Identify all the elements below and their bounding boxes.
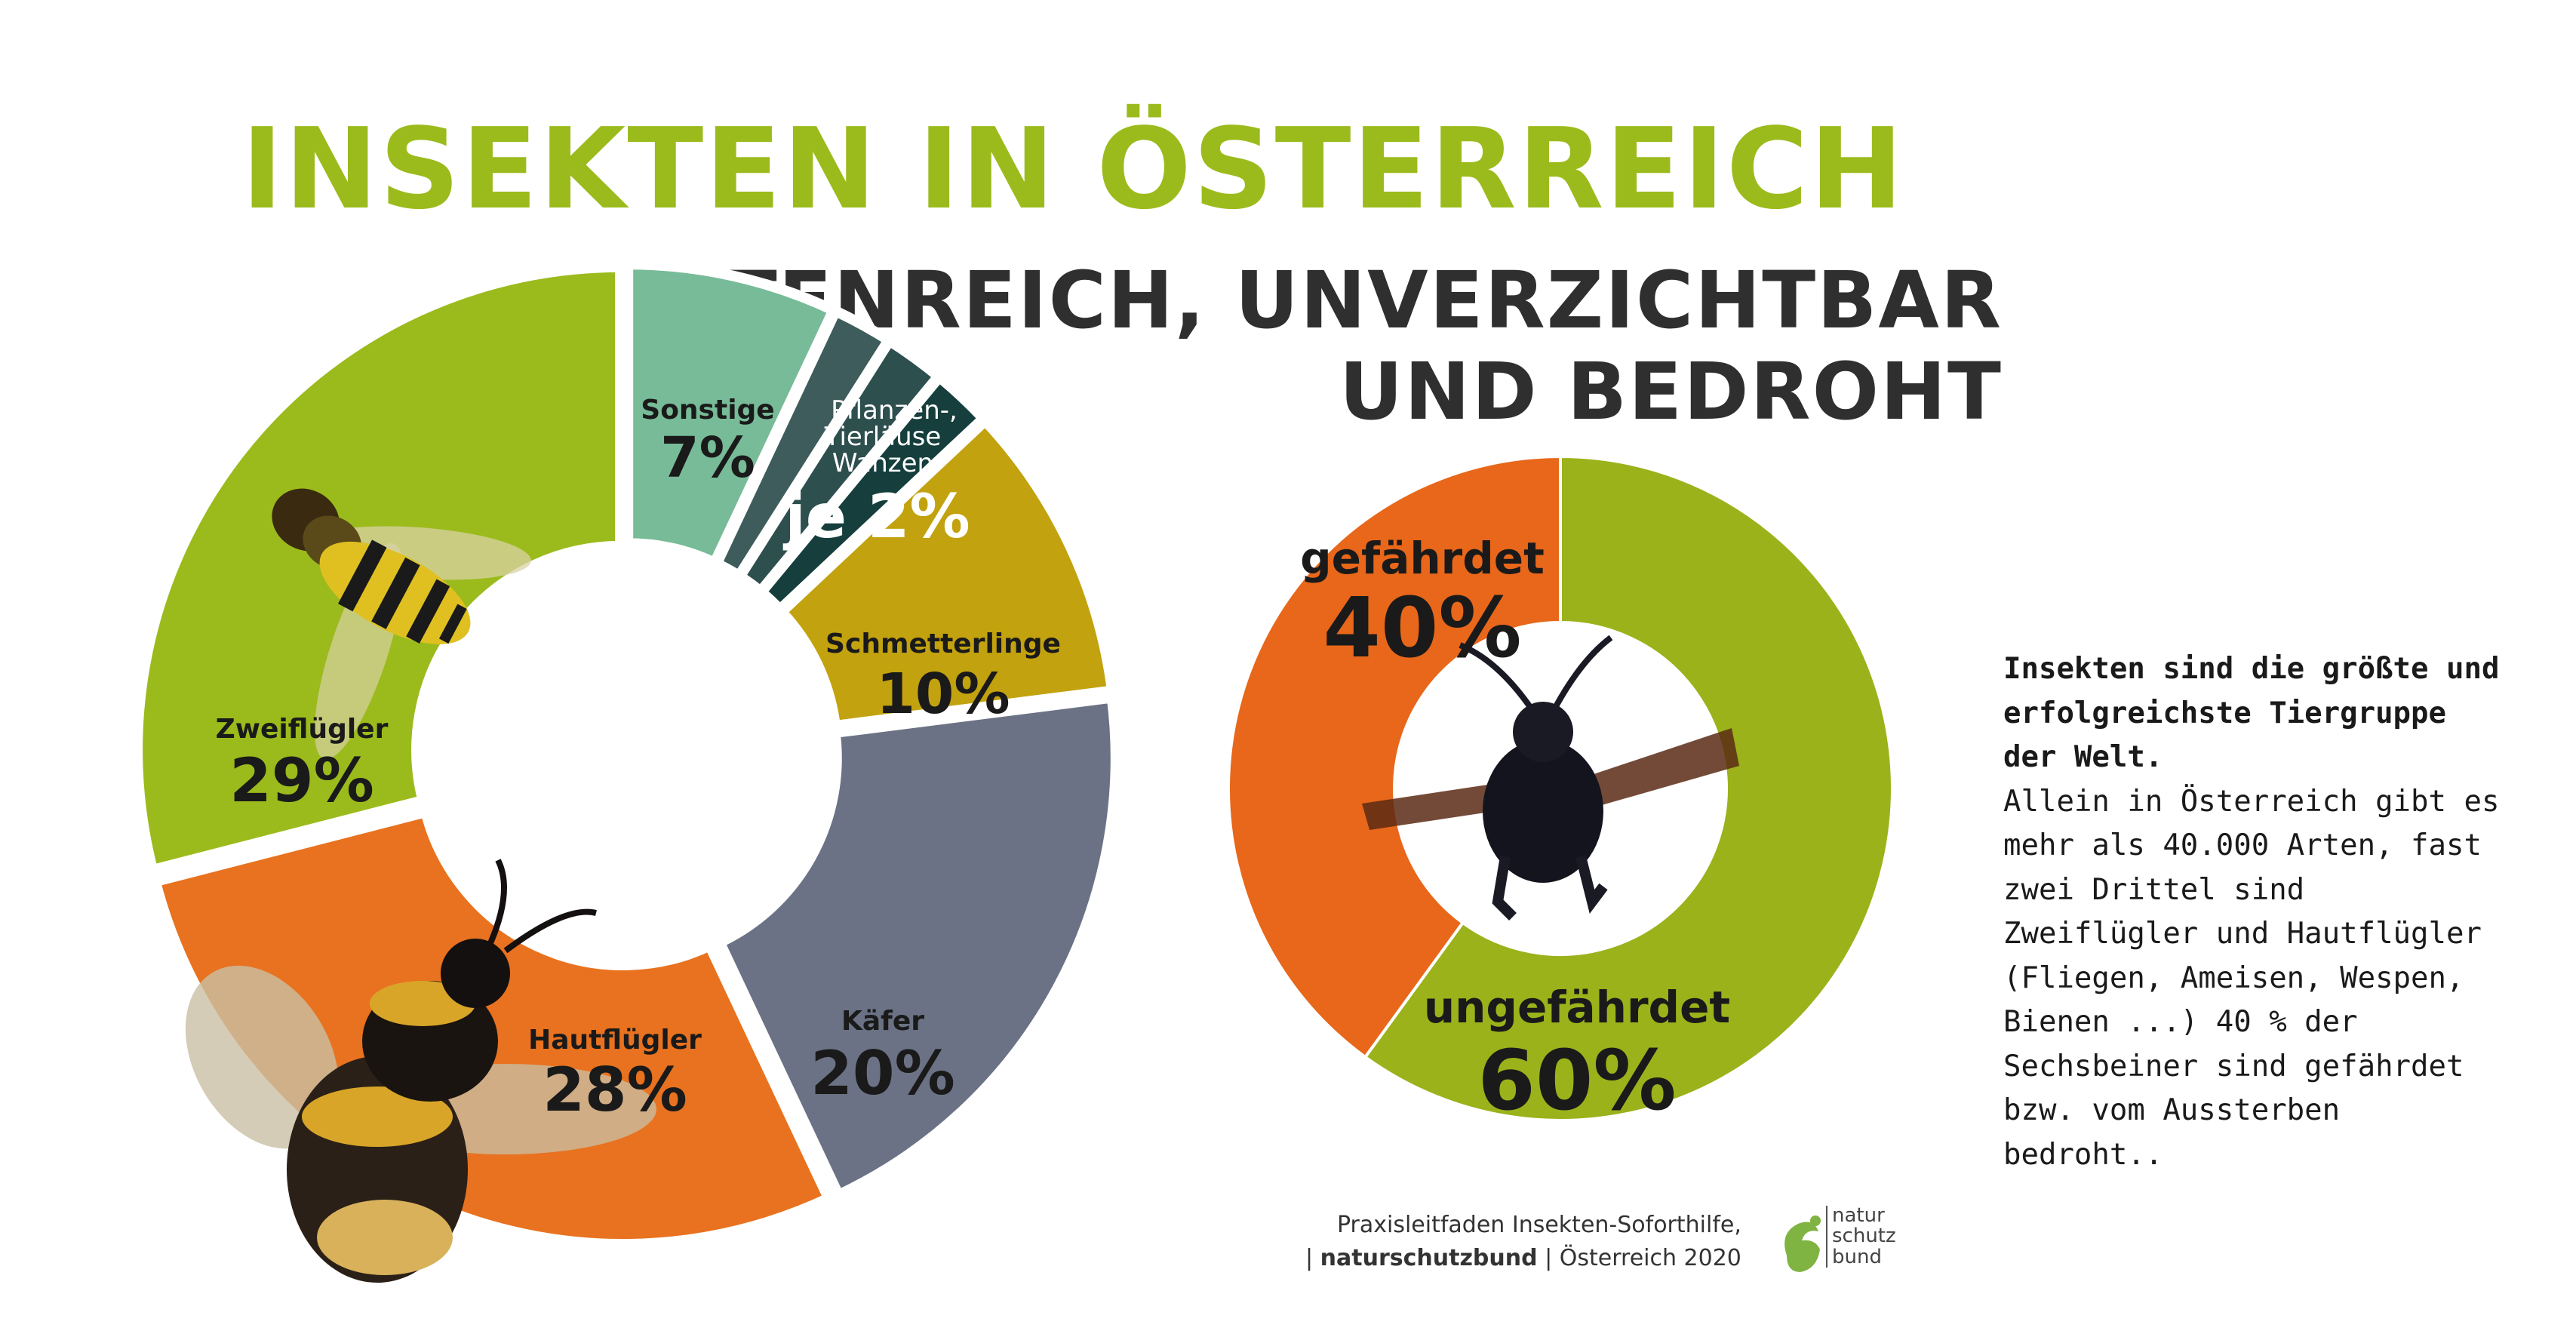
slice-käfer	[712, 691, 1121, 1203]
value-zweifluegler: 29%	[229, 745, 373, 816]
endangerment-donut	[1226, 454, 1894, 1122]
info-text: Insekten sind die größte und erfolgreich…	[2003, 647, 2516, 1177]
subtitle-line-2: UND BEDROHT	[1339, 345, 2003, 438]
naturschutzbund-logo	[1784, 1216, 1821, 1272]
credit-line-2: | naturschutzbund | Österreich 2020	[1305, 1242, 1741, 1275]
credit-org: naturschutzbund	[1320, 1244, 1538, 1271]
label-wanzen: Wanzen	[832, 448, 933, 478]
info-lead: Insekten sind die größte und erfolgreich…	[2003, 652, 2500, 774]
carpenter-bee-icon	[1362, 635, 1739, 921]
logo-word-2: schutz	[1832, 1225, 1896, 1248]
page-title: INSEKTEN IN ÖSTERREICH	[241, 104, 1905, 234]
label-sonstige: Sonstige	[641, 395, 774, 426]
label-zweifluegler: Zweiflügler	[216, 714, 389, 745]
label-gefaehrdet: gefährdet	[1300, 533, 1545, 584]
value-sonstige: 7%	[660, 426, 755, 490]
label-schmetterlinge: Schmetterlinge	[825, 629, 1061, 659]
credit-prefix: |	[1305, 1244, 1320, 1271]
logo-wordmark: natur schutz bund	[1826, 1204, 1896, 1268]
label-tierlaeuse: Tierläuse	[824, 422, 942, 452]
hoverfly-icon	[272, 488, 531, 760]
slice-sonstige	[622, 259, 841, 570]
label-ungefaehrdet: ungefährdet	[1424, 982, 1730, 1033]
value-hautfluegler: 28%	[543, 1055, 687, 1125]
value-schmetterlinge: 10%	[876, 662, 1010, 727]
value-gefaehrdet: 40%	[1323, 579, 1521, 676]
label-hautfluegler: Hautflügler	[528, 1025, 702, 1056]
source-credit: Praxisleitfaden Insekten-Soforthilfe, | …	[1305, 1209, 1741, 1274]
value-kaefer: 20%	[810, 1038, 954, 1108]
bumblebee-icon	[185, 859, 656, 1283]
slice-gefährdet	[1226, 454, 1562, 1059]
credit-line-1: Praxisleitfaden Insekten-Soforthilfe,	[1336, 1212, 1741, 1238]
value-ungefaehrdet: 60%	[1477, 1032, 1676, 1129]
logo-word-1: natur	[1832, 1204, 1885, 1227]
credit-suffix: | Österreich 2020	[1537, 1244, 1741, 1271]
info-body: Allein in Österreich gibt es mehr als 40…	[2003, 784, 2500, 1172]
value-je-2: je 2%	[782, 481, 970, 552]
slice-schmetterlinge	[773, 413, 1118, 732]
label-kaefer: Käfer	[841, 1006, 924, 1037]
logo-word-3: bund	[1832, 1245, 1882, 1268]
label-pflanzenlaeuse: Pflanzen-,	[831, 395, 958, 426]
